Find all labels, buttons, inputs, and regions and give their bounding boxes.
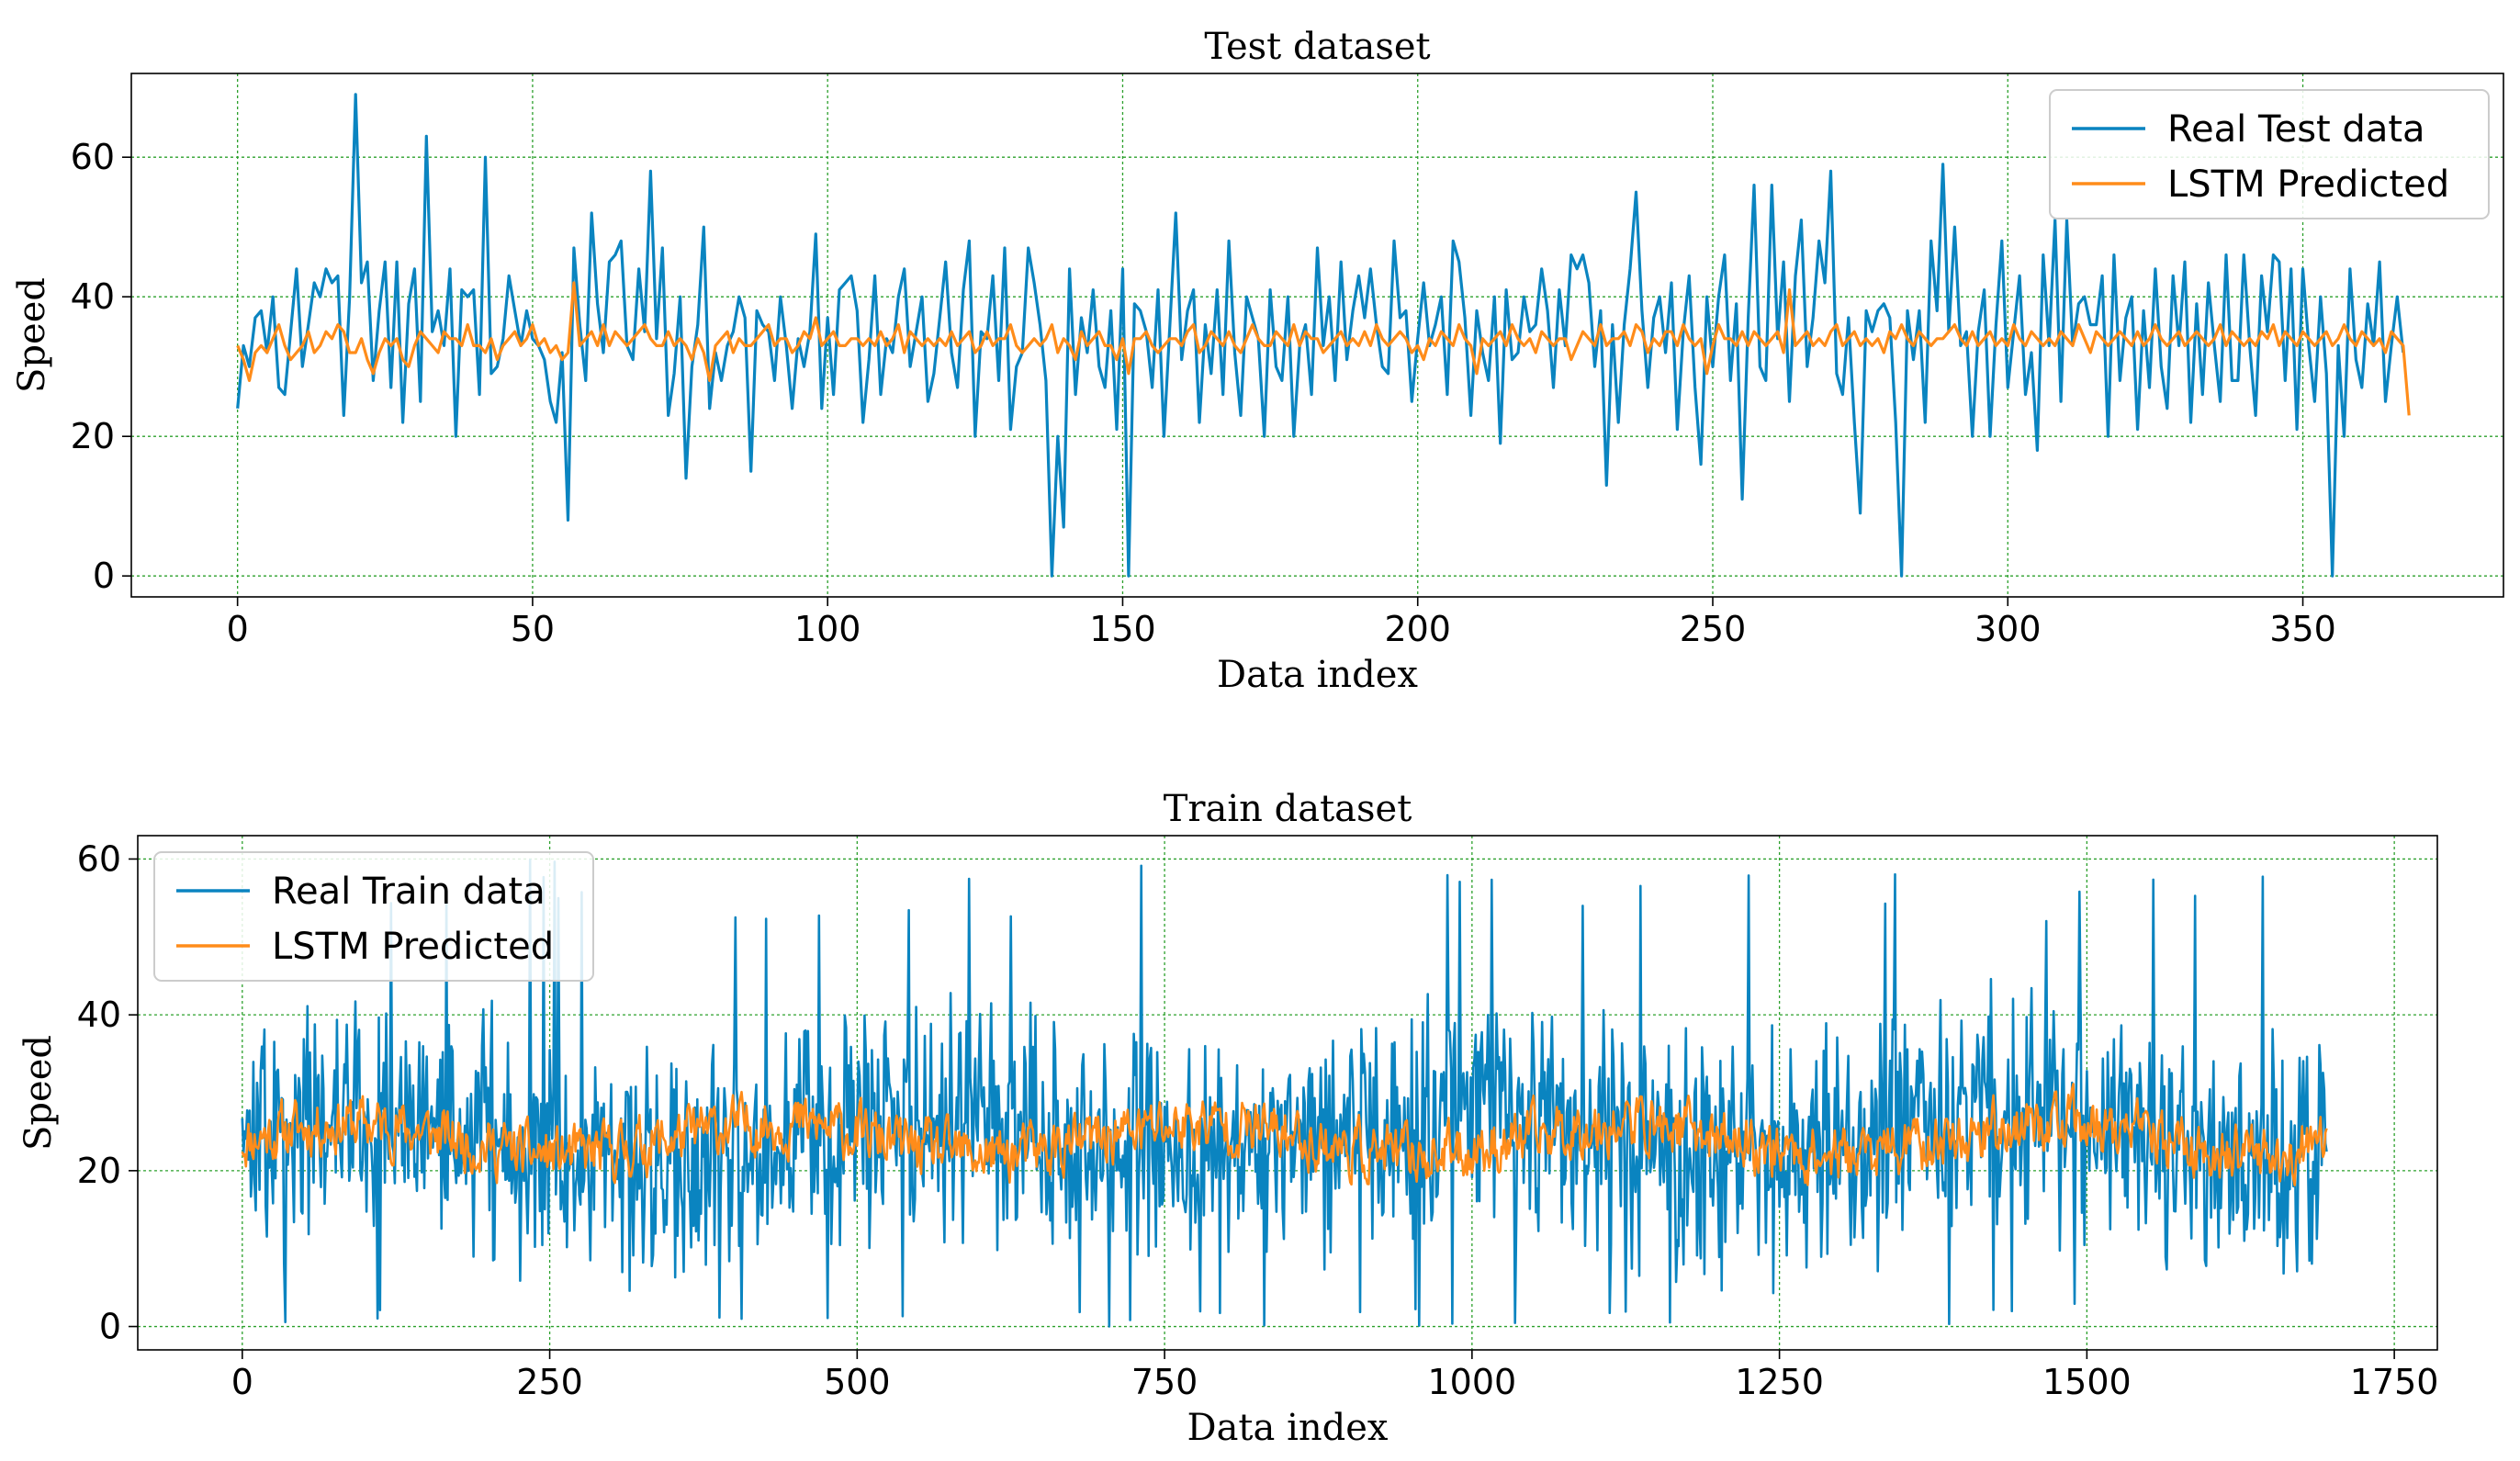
real-data-line [236,93,2405,578]
chart-title: Train dataset [1164,788,1412,830]
x-tick-label: 750 [1131,1362,1198,1402]
test-chart: 0 50 100 150 200 250 300 350 0 20 40 60 Test dataset… [11,26,2504,696]
chart-title: Test dataset [1204,26,1430,68]
legend-label-real: Real Test data [2167,108,2425,151]
x-tick-label: 0 [231,1362,253,1402]
x-tick-label: 100 [794,609,861,649]
x-tick-label: 50 [511,609,555,649]
x-tick-label: 350 [2269,609,2336,649]
legend: Real Test data LSTM Predicted [2049,89,2490,219]
x-tick-label: 0 [227,609,249,649]
x-tick-label: 1750 [2350,1362,2439,1402]
x-tick-label: 200 [1384,609,1451,649]
lstm-predicted-line [241,1083,2328,1186]
lstm-predicted-line [236,281,2411,416]
train-chart: 0 250 500 750 1000 1250 1500 1750 0 20 40 60 Train d… [17,788,2438,1449]
y-tick-label: 0 [99,1307,121,1347]
y-tick-label: 20 [71,416,115,456]
x-axis-label: Data index [1187,1407,1389,1449]
legend-label-predicted: LSTM Predicted [272,926,554,968]
x-tick-label: 1250 [1735,1362,1824,1402]
plot-frame [137,835,2438,1351]
y-tick-label: 0 [93,556,115,596]
y-tick-label: 40 [71,276,115,317]
x-tick-label: 1500 [2042,1362,2132,1402]
x-axis-label: Data index [1217,654,1418,696]
y-tick-label: 20 [77,1151,121,1191]
y-tick-label: 60 [71,137,115,177]
legend-label-predicted: LSTM Predicted [2167,163,2449,206]
x-tick-label: 250 [516,1362,583,1402]
y-axis-label: Speed [11,277,53,393]
x-tick-label: 500 [824,1362,891,1402]
legend-box [2049,89,2490,219]
x-tick-label: 300 [1974,609,2042,649]
y-axis-label: Speed [17,1035,60,1151]
y-tick-label: 40 [77,995,121,1035]
plot-frame [130,73,2504,598]
legend-label-real: Real Train data [272,871,546,913]
x-tick-label: 250 [1680,609,1747,649]
x-tick-label: 150 [1089,609,1156,649]
legend: Real Train data LSTM Predicted [153,851,594,982]
x-tick-label: 1000 [1427,1362,1516,1402]
y-tick-label: 60 [77,838,121,879]
real-data-line [241,859,2328,1328]
legend-box [153,851,594,982]
